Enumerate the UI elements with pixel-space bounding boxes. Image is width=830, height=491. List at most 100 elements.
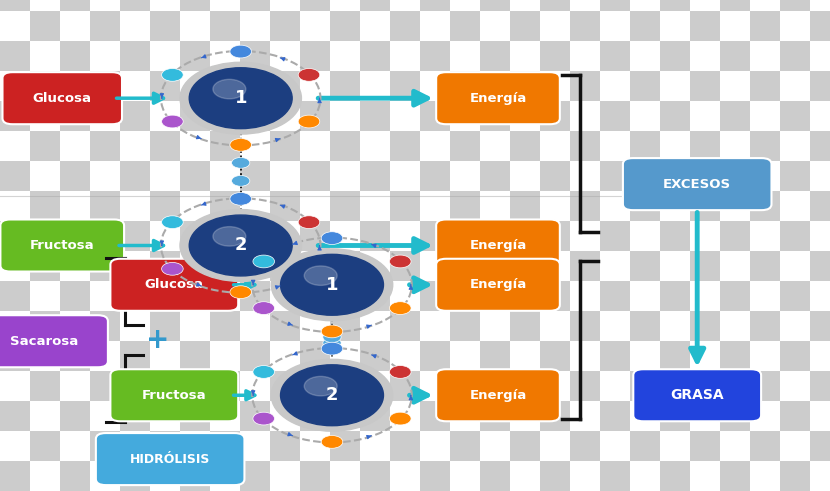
FancyBboxPatch shape (180, 71, 210, 101)
FancyBboxPatch shape (0, 431, 30, 461)
Circle shape (298, 115, 320, 128)
FancyBboxPatch shape (660, 131, 690, 161)
FancyBboxPatch shape (0, 251, 30, 281)
FancyBboxPatch shape (210, 431, 240, 461)
FancyBboxPatch shape (60, 101, 90, 131)
FancyBboxPatch shape (690, 251, 720, 281)
Circle shape (232, 139, 250, 150)
Circle shape (321, 436, 343, 448)
FancyBboxPatch shape (630, 131, 660, 161)
FancyBboxPatch shape (810, 11, 830, 41)
FancyBboxPatch shape (510, 0, 540, 11)
FancyBboxPatch shape (90, 0, 120, 11)
FancyBboxPatch shape (240, 221, 270, 251)
Circle shape (162, 262, 183, 275)
FancyBboxPatch shape (690, 191, 720, 221)
FancyBboxPatch shape (0, 191, 30, 221)
FancyBboxPatch shape (540, 311, 570, 341)
FancyBboxPatch shape (150, 11, 180, 41)
FancyBboxPatch shape (96, 433, 244, 485)
FancyBboxPatch shape (90, 431, 120, 461)
FancyBboxPatch shape (30, 11, 60, 41)
FancyBboxPatch shape (450, 311, 480, 341)
FancyBboxPatch shape (120, 41, 150, 71)
FancyBboxPatch shape (750, 341, 780, 371)
FancyBboxPatch shape (450, 401, 480, 431)
FancyBboxPatch shape (60, 431, 90, 461)
FancyBboxPatch shape (30, 101, 60, 131)
FancyBboxPatch shape (390, 41, 420, 71)
FancyBboxPatch shape (510, 401, 540, 431)
FancyBboxPatch shape (690, 341, 720, 371)
FancyBboxPatch shape (450, 341, 480, 371)
FancyBboxPatch shape (330, 341, 360, 371)
FancyBboxPatch shape (210, 41, 240, 71)
FancyBboxPatch shape (0, 131, 30, 161)
FancyBboxPatch shape (630, 311, 660, 341)
FancyBboxPatch shape (540, 431, 570, 461)
FancyBboxPatch shape (150, 431, 180, 461)
FancyBboxPatch shape (660, 41, 690, 71)
FancyBboxPatch shape (150, 371, 180, 401)
FancyBboxPatch shape (420, 41, 450, 71)
FancyBboxPatch shape (0, 401, 30, 431)
FancyBboxPatch shape (300, 41, 330, 71)
FancyBboxPatch shape (780, 251, 810, 281)
FancyBboxPatch shape (600, 251, 630, 281)
Text: 2: 2 (325, 386, 339, 404)
FancyBboxPatch shape (437, 72, 559, 124)
FancyBboxPatch shape (750, 251, 780, 281)
FancyBboxPatch shape (60, 41, 90, 71)
FancyBboxPatch shape (540, 11, 570, 41)
FancyBboxPatch shape (750, 161, 780, 191)
FancyBboxPatch shape (540, 341, 570, 371)
FancyBboxPatch shape (30, 41, 60, 71)
FancyBboxPatch shape (390, 221, 420, 251)
FancyBboxPatch shape (750, 11, 780, 41)
FancyBboxPatch shape (180, 341, 210, 371)
FancyBboxPatch shape (2, 72, 122, 124)
FancyBboxPatch shape (390, 311, 420, 341)
FancyBboxPatch shape (750, 431, 780, 461)
FancyBboxPatch shape (600, 401, 630, 431)
Text: Fructosa: Fructosa (142, 389, 207, 402)
Circle shape (213, 227, 246, 246)
FancyBboxPatch shape (330, 41, 360, 71)
FancyBboxPatch shape (180, 161, 210, 191)
Text: 1: 1 (325, 276, 339, 294)
Circle shape (321, 342, 343, 355)
FancyBboxPatch shape (390, 251, 420, 281)
FancyBboxPatch shape (420, 221, 450, 251)
Circle shape (305, 266, 337, 285)
FancyBboxPatch shape (630, 251, 660, 281)
FancyBboxPatch shape (720, 131, 750, 161)
FancyBboxPatch shape (240, 41, 270, 71)
FancyBboxPatch shape (690, 41, 720, 71)
FancyBboxPatch shape (750, 461, 780, 491)
FancyBboxPatch shape (510, 431, 540, 461)
FancyBboxPatch shape (510, 71, 540, 101)
FancyBboxPatch shape (90, 131, 120, 161)
FancyBboxPatch shape (480, 281, 510, 311)
FancyBboxPatch shape (270, 251, 300, 281)
FancyBboxPatch shape (720, 71, 750, 101)
FancyBboxPatch shape (390, 11, 420, 41)
FancyBboxPatch shape (810, 341, 830, 371)
FancyBboxPatch shape (420, 101, 450, 131)
FancyBboxPatch shape (780, 371, 810, 401)
FancyBboxPatch shape (210, 371, 240, 401)
FancyBboxPatch shape (150, 161, 180, 191)
FancyBboxPatch shape (60, 71, 90, 101)
FancyBboxPatch shape (270, 0, 300, 11)
FancyBboxPatch shape (480, 161, 510, 191)
FancyBboxPatch shape (600, 71, 630, 101)
Circle shape (389, 255, 411, 268)
FancyBboxPatch shape (660, 101, 690, 131)
FancyBboxPatch shape (60, 371, 90, 401)
FancyBboxPatch shape (420, 251, 450, 281)
FancyBboxPatch shape (120, 311, 150, 341)
FancyBboxPatch shape (420, 11, 450, 41)
FancyBboxPatch shape (360, 251, 390, 281)
Circle shape (323, 337, 341, 348)
FancyBboxPatch shape (210, 311, 240, 341)
